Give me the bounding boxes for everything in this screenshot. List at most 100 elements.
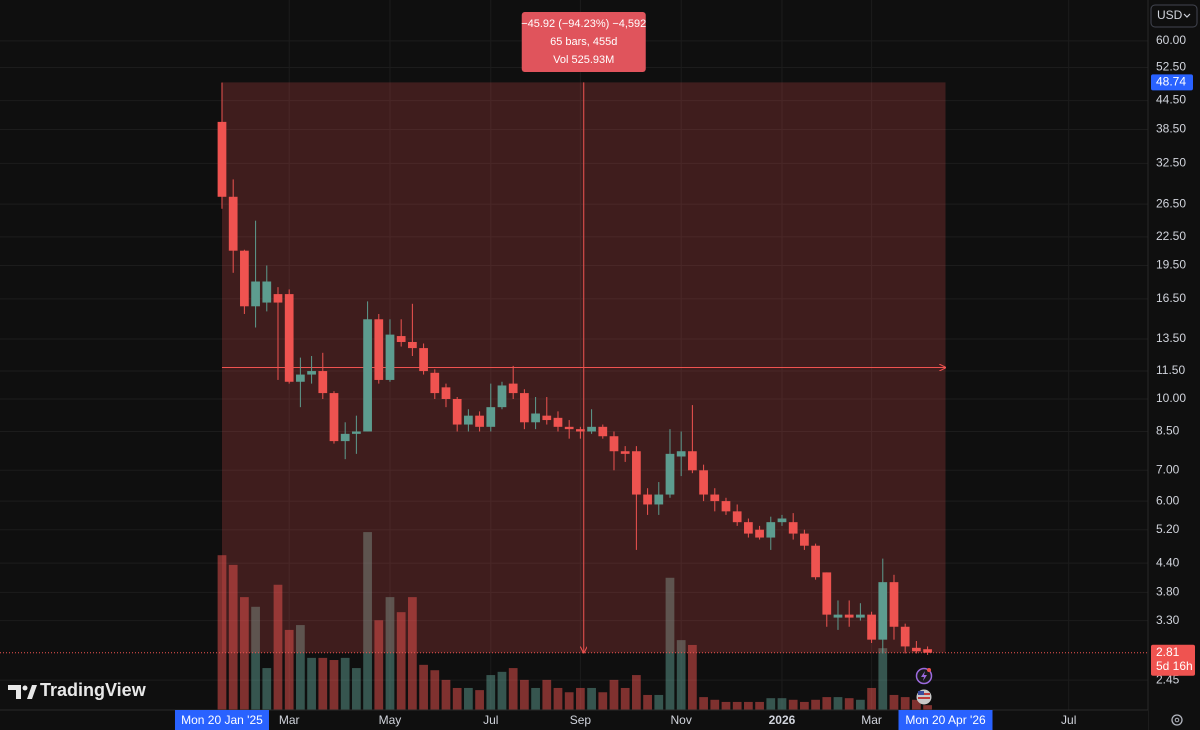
y-tick-label: 8.50 (1156, 424, 1180, 438)
y-tick-label: 19.50 (1156, 258, 1186, 272)
tooltip-line: Vol 525.93M (553, 54, 614, 66)
volume-bar (889, 694, 899, 710)
volume-bar (822, 697, 832, 710)
x-tick-label: Nov (671, 713, 692, 727)
volume-bar (497, 671, 507, 710)
volume-bar (419, 664, 428, 710)
candle-body (744, 522, 753, 534)
currency-selector[interactable]: USD (1150, 4, 1198, 28)
volume-bar (699, 697, 708, 710)
candle-body (710, 494, 720, 502)
volume-bar (833, 697, 843, 710)
x-tick-label: Jul (483, 713, 498, 727)
volume-bar (508, 668, 518, 710)
volume-bar (363, 532, 372, 710)
volume-bar (878, 648, 888, 710)
candle-body (766, 522, 776, 538)
candle-body (665, 453, 675, 495)
volume-bar (452, 687, 462, 710)
volume-bar (744, 701, 753, 710)
y-tick-label: 52.50 (1156, 60, 1186, 74)
candle-body (598, 426, 608, 437)
candle-body (889, 582, 899, 627)
candle-body (262, 281, 272, 303)
candle-body (900, 626, 910, 647)
volume-bar (867, 687, 876, 710)
volume-bar (844, 698, 854, 710)
candle-body (217, 121, 227, 197)
volume-bar (766, 698, 776, 710)
candle-body (788, 522, 798, 534)
candle-body (721, 501, 731, 512)
volume-bar (464, 687, 473, 710)
range-date-label: Mon 20 Apr '26 (905, 713, 986, 727)
candle-body (284, 294, 294, 382)
last-price-label: 2.81 (1156, 645, 1180, 659)
volume-bar (676, 640, 686, 710)
candle-body (542, 415, 552, 421)
settings-icon[interactable] (1171, 714, 1183, 726)
candle-body (553, 417, 563, 427)
tooltip-line: −45.92 (−94.23%) −4,592 (521, 18, 646, 30)
volume-bar (800, 701, 809, 710)
volume-bar (553, 687, 563, 710)
volume-bar (587, 687, 596, 710)
volume-bar (228, 564, 238, 710)
candle-body (699, 470, 708, 495)
x-tick-label: Sep (570, 713, 592, 727)
range-date-label: Mon 20 Jan '25 (181, 713, 263, 727)
measure-overlay (0, 82, 1148, 652)
y-tick-label: 5.20 (1156, 522, 1180, 536)
candle-body (676, 451, 686, 457)
candle-body (385, 334, 395, 380)
volume-bar (564, 692, 574, 710)
candle-body (632, 451, 641, 495)
candle-body (923, 649, 932, 653)
volume-bar (296, 625, 305, 710)
candle-body (408, 341, 417, 349)
y-tick-label: 32.50 (1156, 156, 1186, 170)
candle-body (452, 398, 462, 425)
volume-bar (329, 660, 339, 710)
candle-body (822, 572, 832, 615)
candle-body (755, 529, 764, 538)
candle-body (811, 545, 820, 578)
volume-bar (856, 699, 865, 710)
volume-bar (240, 597, 249, 710)
candle-body (867, 614, 876, 640)
candle-body (576, 429, 585, 432)
y-tick-label: 10.00 (1156, 391, 1186, 405)
volume-bar (643, 694, 652, 710)
volume-bar (710, 699, 720, 710)
candle-body (587, 426, 596, 432)
y-tick-label: 2.45 (1156, 672, 1180, 686)
y-tick-label: 16.50 (1156, 291, 1186, 305)
candle-body (856, 614, 865, 618)
candle-body (878, 582, 888, 640)
candle-body (419, 348, 428, 372)
y-tick-label: 26.50 (1156, 196, 1186, 210)
time-axis-bg (0, 710, 1148, 730)
candle-body (441, 387, 451, 399)
candle-body (508, 383, 518, 394)
volume-bar (217, 555, 227, 710)
volume-bar (620, 687, 630, 710)
volume-bar (475, 690, 484, 710)
currency[interactable]: USD (1157, 8, 1183, 22)
volume-bar (441, 679, 451, 710)
volume-bar (307, 657, 316, 710)
candle-body (520, 393, 529, 423)
volume-bar (430, 670, 440, 710)
volume-bar (318, 657, 328, 710)
y-tick-label: 7.00 (1156, 462, 1180, 476)
volume-bar (788, 699, 798, 710)
candle-body (251, 281, 260, 307)
volume-bar (598, 692, 608, 710)
candle-body (273, 294, 283, 303)
volume-bar (609, 679, 619, 710)
y-tick-label: 11.50 (1156, 363, 1185, 377)
volume-bar (688, 644, 697, 710)
candle-body (643, 494, 652, 505)
